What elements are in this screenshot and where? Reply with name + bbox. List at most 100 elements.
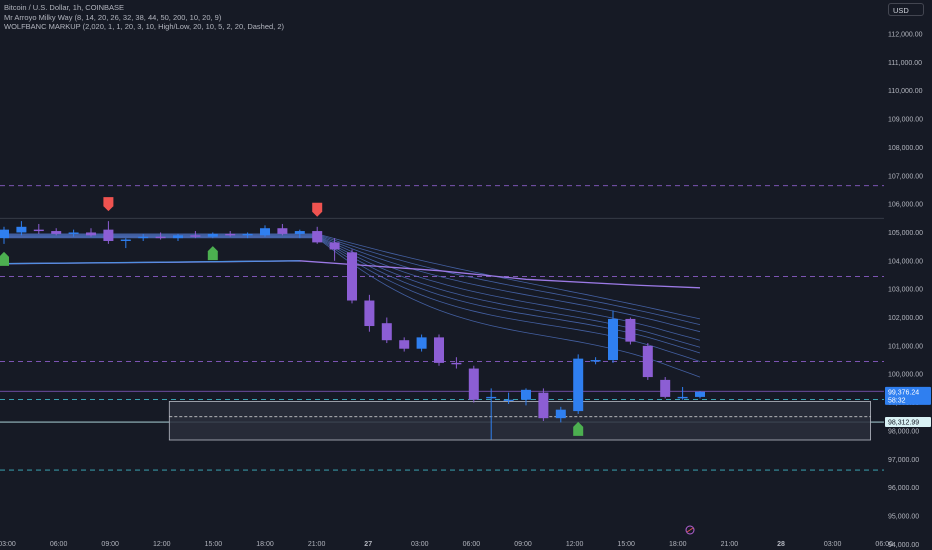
y-tick-label: 100,000.00	[888, 372, 923, 379]
candle	[364, 294, 375, 332]
y-tick-label: 97,000.00	[888, 457, 919, 464]
candle-body	[33, 229, 44, 232]
y-tick-label: 94,000.00	[888, 542, 919, 549]
candle-body	[573, 358, 584, 412]
candle	[33, 223, 44, 234]
candle-body	[207, 233, 218, 237]
x-tick-label: 28	[777, 541, 785, 548]
y-tick-label: 104,000.00	[888, 258, 923, 265]
candle	[190, 231, 201, 239]
candle-body	[260, 228, 270, 236]
candle	[416, 334, 427, 352]
candle	[486, 388, 497, 440]
candle-body	[695, 391, 705, 397]
x-tick-label: 21:00	[721, 541, 739, 548]
candle-body	[590, 360, 601, 362]
candle	[695, 391, 705, 399]
event-icon	[685, 525, 695, 535]
x-tick-label: 09:00	[514, 541, 532, 548]
x-tick-label: 06:00	[875, 541, 893, 548]
candle	[260, 225, 270, 237]
candle	[16, 221, 27, 236]
candle-body	[347, 252, 357, 301]
candle-body	[399, 340, 410, 349]
candle	[294, 229, 305, 239]
candle-body	[277, 228, 288, 234]
x-tick-label: 15:00	[617, 541, 635, 548]
candle	[138, 233, 149, 241]
candle	[312, 226, 323, 244]
candle	[51, 228, 62, 236]
candle	[625, 317, 636, 345]
markup-zone	[168, 401, 871, 441]
y-tick-label: 107,000.00	[888, 173, 923, 180]
candle	[0, 226, 9, 244]
candle	[573, 354, 584, 414]
candle-body	[434, 337, 444, 363]
price-axis-bg	[884, 0, 932, 550]
time-axis[interactable]: 03:00 06:00 09:00 12:00 15:00 18:00 21:00 27 03:…	[0, 525, 893, 548]
currency-button[interactable]: USD	[888, 3, 924, 16]
buy-marker-icon	[0, 251, 9, 266]
candle	[155, 232, 166, 240]
last-price-label: 99,376.24	[888, 389, 919, 396]
x-tick-label: 27	[364, 541, 372, 548]
event-icon-slash	[686, 527, 694, 533]
candle	[555, 406, 566, 423]
x-tick-label: 06:00	[463, 541, 481, 548]
candle-body	[312, 231, 323, 243]
candle	[68, 229, 79, 237]
candle	[381, 317, 392, 344]
candle	[120, 238, 131, 249]
symbol-title[interactable]: Bitcoin / U.S. Dollar, 1h, COINBASE	[4, 3, 125, 12]
candle	[434, 334, 444, 366]
candle-body	[329, 242, 340, 250]
candle	[173, 233, 183, 241]
candle-body	[103, 229, 114, 241]
candle-body	[503, 399, 514, 401]
candle-body	[173, 235, 183, 239]
candle	[538, 388, 549, 422]
y-tick-label: 110,000.00	[888, 88, 923, 95]
y-tick-label: 105,000.00	[888, 230, 923, 237]
signal-markers	[0, 197, 584, 436]
candle	[521, 388, 531, 406]
candle-body	[660, 379, 671, 397]
candle-body	[155, 236, 166, 239]
y-tick-label: 95,000.00	[888, 513, 919, 520]
x-tick-label: 21:00	[308, 541, 326, 548]
candle-body	[138, 236, 149, 239]
candle-body	[521, 389, 531, 400]
y-tick-label: 96,000.00	[888, 485, 919, 492]
candle-body	[416, 337, 427, 349]
price-axis[interactable]: 112,000.00 111,000.00 110,000.00 109,000.00…	[884, 0, 932, 550]
indicator-wolfbanc[interactable]: WOLFBANC MARKUP (2,020, 1, 1, 20, 3, 10,…	[4, 22, 285, 31]
sell-marker-icon	[103, 197, 114, 212]
y-tick-label: 112,000.00	[888, 32, 923, 39]
candle-body	[120, 239, 131, 241]
ribbon-line	[4, 233, 701, 320]
candle-body	[625, 318, 636, 342]
candle	[399, 337, 410, 352]
x-tick-label: 12:00	[153, 541, 171, 548]
candle-body	[677, 396, 688, 399]
candle-body	[225, 233, 236, 236]
y-tick-label: 98,000.00	[888, 428, 919, 435]
candle-body	[16, 226, 27, 233]
candle-body	[294, 231, 305, 234]
candle	[503, 392, 514, 404]
candle	[103, 221, 114, 244]
candle-body	[608, 318, 618, 361]
indicator-milky-way[interactable]: Mr Arroyo Milky Way (8, 14, 20, 26, 32, …	[4, 12, 222, 22]
x-tick-label: 06:00	[50, 541, 68, 548]
candle	[225, 231, 236, 237]
candle	[242, 232, 253, 239]
x-tick-label: 03:00	[824, 541, 842, 548]
candle	[86, 228, 96, 237]
candle	[329, 238, 340, 261]
level-price-label: 98,312.99	[888, 420, 919, 427]
y-tick-label: 106,000.00	[888, 202, 923, 209]
level-price-tag	[885, 417, 931, 428]
candle	[347, 249, 357, 304]
